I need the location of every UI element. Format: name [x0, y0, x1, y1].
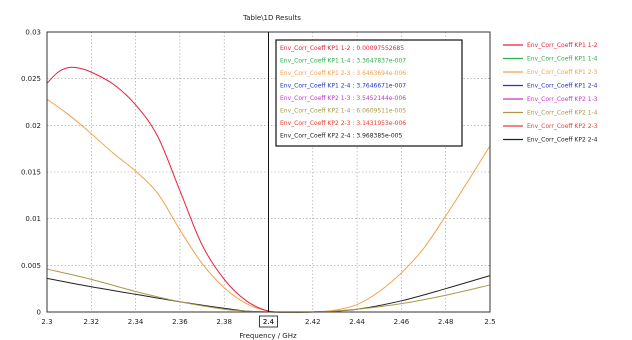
legend-label: Env_Corr_Coeff KP1 1-4 [527, 56, 598, 63]
annotation-value: Env_Corr_Coeff KP1 2-3 : 3.6463694e-006 [280, 70, 406, 77]
x-tick-label: 2.5 [484, 318, 495, 326]
y-tick-label: 0.005 [21, 262, 41, 270]
annotation-value: Env_Corr_Coeff KP1 1-4 : 3.3647837e-007 [280, 58, 406, 65]
annotation-value: Env_Corr_Coeff KP2 1-4 : 6.0609511e-005 [280, 108, 406, 115]
x-tick-label: 2.48 [438, 318, 454, 326]
x-axis-label: Frequency / GHz [239, 332, 297, 340]
axis-ticks: 2.3 2.32 2.34 2.36 2.38 2.4 2.42 2.44 2.46 2.48 2.… [21, 29, 496, 327]
y-tick-label: 0.03 [25, 29, 41, 37]
legend-label: Env_Corr_Coeff KP2 1-4 [527, 110, 598, 117]
legend-label: Env_Corr_Coeff KP1 1-2 [527, 42, 598, 49]
legend-label: Env_Corr_Coeff KP2 2-4 [527, 137, 598, 144]
marker-annotation-box: Env_Corr_Coeff KP1 1-2 : 0.00097552685 En… [275, 39, 463, 147]
marker-tag-box[interactable] [259, 315, 278, 328]
x-tick-label: 2.34 [128, 318, 144, 326]
annotation-value: Env_Corr_Coeff KP2 2-3 : 3.1431953e-006 [280, 120, 406, 127]
chart-title: Table\1D Results [242, 14, 301, 22]
annotation-box-frame [275, 39, 463, 147]
annotation-value: Env_Corr_Coeff KP1 2-4 : 3.7646671e-007 [280, 83, 406, 90]
annotation-value: Env_Corr_Coeff KP1 1-2 : 0.00097552685 [280, 45, 404, 52]
x-tick-label: 2.42 [305, 318, 321, 326]
x-tick-label: 2.32 [84, 318, 100, 326]
legend-label: Env_Corr_Coeff KP1 2-4 [527, 83, 598, 90]
legend-label: Env_Corr_Coeff KP2 2-3 [527, 123, 598, 130]
y-tick-label: 0 [37, 309, 41, 317]
legend-label: Env_Corr_Coeff KP2 1-3 [527, 96, 598, 103]
legend-label: Env_Corr_Coeff KP1 2-3 [527, 69, 598, 76]
x-tick-label: 2.38 [216, 318, 232, 326]
x-tick-label: 2.4 [263, 318, 275, 326]
x-tick-label: 2.3 [41, 318, 52, 326]
x-tick-label: 2.46 [394, 318, 410, 326]
x-tick-label: 2.44 [349, 318, 365, 326]
annotation-value: Env_Corr_Coeff KP2 1-3 : 3.5452144e-006 [280, 95, 406, 102]
frequency-marker[interactable]: 2.4 [259, 32, 278, 328]
x-tick-label: 2.36 [172, 318, 188, 326]
marker-tag-label: 2.4 [263, 318, 275, 326]
y-tick-label: 0.015 [21, 169, 41, 177]
y-tick-label: 0.01 [25, 215, 41, 223]
annotation-value: Env_Corr_Coeff KP2 2-4 : 3.968385e-005 [280, 133, 402, 140]
y-tick-label: 0.02 [25, 122, 41, 130]
y-tick-label: 0.025 [21, 75, 41, 83]
legend: Env_Corr_Coeff KP1 1-2 Env_Corr_Coeff KP1… [503, 42, 598, 144]
